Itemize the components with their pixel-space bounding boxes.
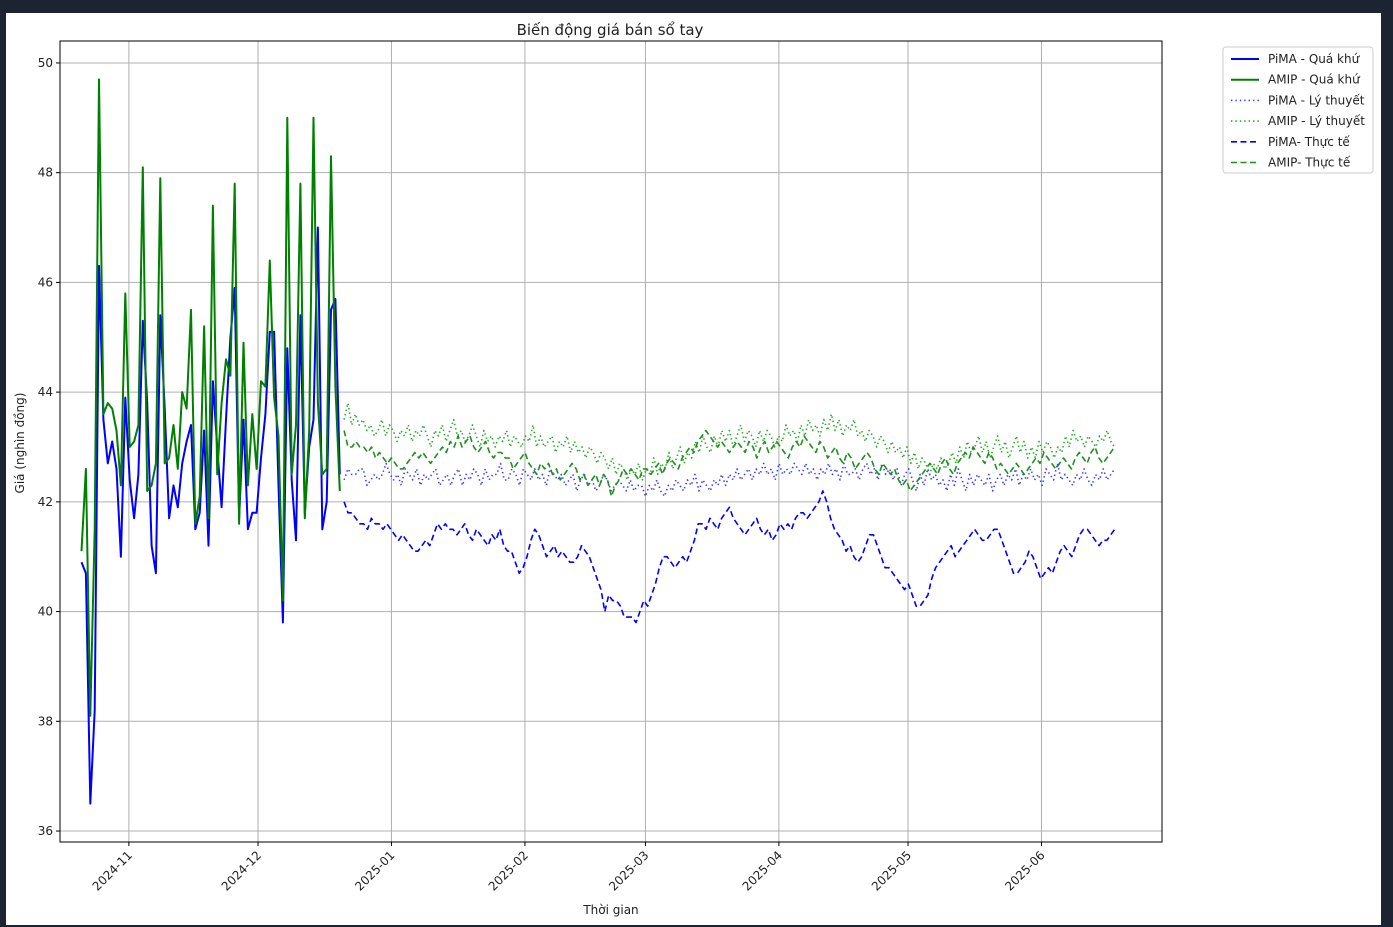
chart-title: Biến động giá bán sổ tay	[517, 21, 704, 39]
y-tick-label: 42	[38, 495, 53, 509]
y-tick-label: 50	[38, 56, 53, 70]
y-tick-label: 44	[38, 385, 53, 399]
legend: PiMA - Quá khứ AMIP - Quá khứ PiMA - Lý th…	[1222, 46, 1374, 174]
x-tick-label: 2024-11	[90, 848, 135, 893]
x-tick-label: 2025-02	[486, 848, 531, 893]
series-layer	[80, 78, 1116, 805]
y-tick-label: 36	[38, 824, 53, 838]
x-axis-title: Thời gian	[582, 903, 638, 917]
x-axis: 2024-11 2024-12 2025-01 2025-02 2025-03 2025-…	[90, 842, 1048, 894]
x-tick-label: 2025-01	[352, 848, 397, 893]
figure-canvas: Biến động giá bán sổ tay 36 38 40 42 44 46 48 5…	[6, 13, 1381, 925]
y-tick-label: 46	[38, 275, 53, 289]
series-line	[343, 490, 1116, 624]
grid	[60, 41, 1162, 842]
legend-label: AMIP - Quá khứ	[1268, 73, 1361, 87]
y-tick-label: 48	[38, 166, 53, 180]
legend-box	[1222, 46, 1374, 174]
series-line	[80, 226, 341, 805]
series-line	[80, 78, 341, 717]
legend-label: PiMA - Lý thuyết	[1268, 93, 1365, 107]
series-line	[343, 462, 1116, 498]
x-tick-label: 2024-12	[219, 848, 264, 893]
y-axis: 36 38 40 42 44 46 48 50	[38, 56, 60, 838]
legend-label: AMIP- Thực tế	[1268, 156, 1351, 170]
plot-frame	[59, 40, 1163, 843]
y-tick-label: 38	[38, 714, 53, 728]
legend-label: PiMA - Quá khứ	[1268, 52, 1361, 66]
series-line	[343, 402, 1116, 481]
line-chart: Biến động giá bán sổ tay 36 38 40 42 44 46 48 5…	[13, 21, 1374, 917]
x-tick-label: 2025-05	[869, 848, 914, 893]
x-tick-label: 2025-04	[740, 848, 785, 893]
x-tick-label: 2025-06	[1002, 848, 1047, 893]
x-tick-label: 2025-03	[606, 848, 651, 893]
series-line	[343, 429, 1116, 498]
legend-label: PiMA- Thực tế	[1268, 135, 1350, 149]
y-tick-label: 40	[38, 605, 53, 619]
legend-label: AMIP - Lý thuyết	[1268, 114, 1365, 128]
y-axis-title: Giá (nghìn đồng)	[13, 393, 27, 494]
